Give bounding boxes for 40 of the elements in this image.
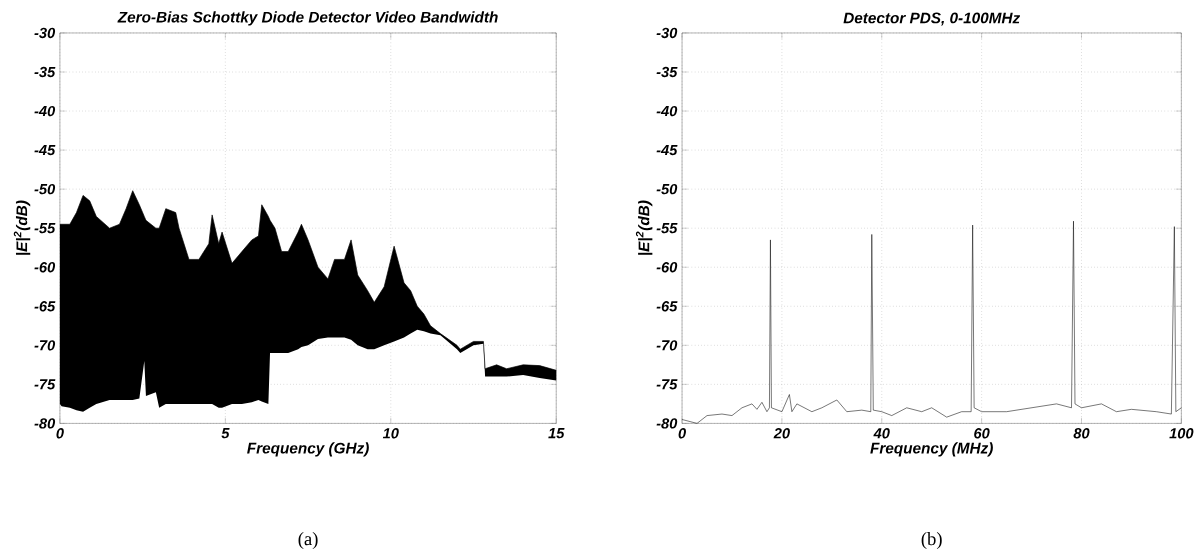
x-tick-label: 100 (1169, 427, 1194, 439)
y-tick-label: -40 (34, 105, 56, 117)
x-tick-label: 20 (773, 427, 790, 439)
x-tick-label: 80 (1073, 427, 1090, 439)
y-tick-label: -55 (656, 222, 678, 234)
y-tick-label: -75 (656, 379, 678, 390)
y-tick-label: -50 (34, 183, 56, 195)
y-tick-label: -50 (656, 183, 678, 195)
y-axis-title: |E|$^{2}$(dB) (13, 200, 31, 255)
y-tick-label: -55 (34, 222, 56, 234)
x-axis-title: Frequency (GHz) (247, 442, 369, 457)
x-tick-label: 60 (974, 427, 990, 439)
y-tick-label: -60 (656, 261, 678, 273)
y-tick-label: -65 (656, 300, 678, 312)
x-tick-label: 0 (56, 427, 64, 439)
y-tick-label: -60 (34, 261, 56, 273)
y-tick-label: -65 (34, 300, 56, 312)
y-tick-label: -70 (34, 339, 56, 351)
x-tick-label: 15 (548, 427, 565, 439)
y-axis-title: |E|$^{2}$(dB) (635, 200, 653, 255)
y-tick-label: -75 (34, 379, 56, 390)
x-tick-label: 5 (221, 427, 230, 439)
x-axis-title: Frequency (MHz) (870, 442, 993, 457)
y-tick-label: -40 (656, 105, 678, 117)
x-tick-label: 10 (382, 427, 399, 439)
y-tick-label: -80 (34, 418, 56, 429)
y-tick-label: -35 (656, 66, 678, 77)
y-tick-label: -45 (34, 144, 56, 155)
text: (a) (298, 531, 318, 549)
y-tick-label: -70 (656, 339, 678, 351)
y-tick-label: -45 (656, 144, 678, 155)
x-tick-label: 0 (678, 427, 686, 439)
chart-title: Detector PDS, 0-100MHz (843, 12, 1021, 26)
chart-title: Zero-Bias Schottky Diode Detector Video Bandwidth (117, 11, 498, 26)
y-tick-label: -35 (34, 66, 56, 77)
text: (b) (921, 531, 942, 549)
y-tick-label: -30 (656, 27, 678, 38)
x-tick-label: 40 (873, 427, 890, 439)
y-tick-label: -30 (34, 27, 56, 38)
y-tick-label: -80 (656, 418, 678, 429)
